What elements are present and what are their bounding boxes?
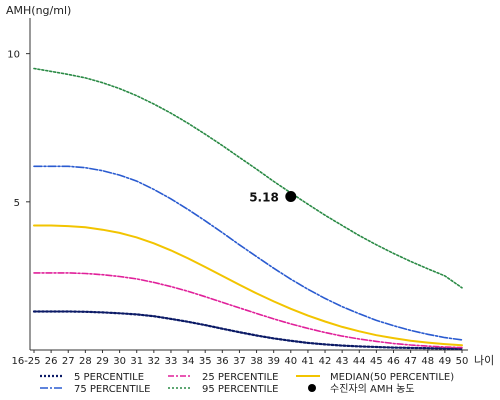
x-tick-label: 26 xyxy=(45,356,58,367)
x-tick-label: 40 xyxy=(284,356,297,367)
x-axis-title: 나이 xyxy=(474,354,494,367)
x-tick-label: 32 xyxy=(147,356,160,367)
legend-label: 25 PERCENTILE xyxy=(202,372,278,383)
legend-label: 5 PERCENTILE xyxy=(74,372,144,383)
x-tick-label: 34 xyxy=(182,356,195,367)
x-tick-label: 29 xyxy=(96,356,109,367)
x-tick-label: 42 xyxy=(319,356,332,367)
x-tick-label: 41 xyxy=(302,356,315,367)
x-tick-label: 37 xyxy=(233,356,246,367)
x-tick-label: 43 xyxy=(336,356,349,367)
legend-label: 95 PERCENTILE xyxy=(202,384,278,395)
x-tick-label: 35 xyxy=(199,356,212,367)
y-tick-label: 10 xyxy=(7,50,20,61)
series-line-25-percentile xyxy=(33,272,463,349)
x-tick-label: 30 xyxy=(113,356,126,367)
x-tick-label: 44 xyxy=(353,356,366,367)
series-line-95-percentile xyxy=(33,67,463,289)
x-tick-label: 16-25 xyxy=(11,356,40,367)
x-tick-label: 38 xyxy=(250,356,263,367)
x-tick-label: 46 xyxy=(387,356,400,367)
x-tick-label: 31 xyxy=(130,356,143,367)
x-tick-label: 49 xyxy=(439,356,452,367)
series-line-median-50-percentile xyxy=(33,224,463,347)
chart-axes: 5 10 16-25 26 27 28 29 30 31 32 33 34 35 36 37 38 39 40 41… xyxy=(6,4,494,367)
series-line-5-percentile xyxy=(32,310,464,350)
x-tick-label: 39 xyxy=(267,356,280,367)
x-tick-label: 47 xyxy=(404,356,417,367)
y-tick-label: 5 xyxy=(14,198,20,209)
x-tick-label: 27 xyxy=(62,356,75,367)
x-tick-label: 36 xyxy=(216,356,229,367)
x-tick-label: 45 xyxy=(370,356,383,367)
series-layer xyxy=(32,67,464,350)
legend-patient-label: 수진자의 AMH 농도 xyxy=(330,383,415,395)
series-line-75-percentile xyxy=(33,165,463,341)
x-tick-label: 48 xyxy=(421,356,434,367)
annotation-layer: 5.18 xyxy=(249,190,297,204)
legend-patient-marker xyxy=(308,384,316,392)
x-tick-label: 28 xyxy=(79,356,92,367)
x-tick-label: 50 xyxy=(456,356,469,367)
legend-label: 75 PERCENTILE xyxy=(74,384,150,395)
chart-legend: 5 PERCENTILE 25 PERCENTILE MEDIAN(50 PERCE… xyxy=(40,372,454,395)
x-tick-label: 33 xyxy=(165,356,178,367)
patient-amh-value-label: 5.18 xyxy=(249,190,279,204)
patient-amh-point xyxy=(285,190,297,202)
legend-label: MEDIAN(50 PERCENTILE) xyxy=(330,372,454,383)
y-axis-title: AMH(ng/ml) xyxy=(6,4,71,17)
